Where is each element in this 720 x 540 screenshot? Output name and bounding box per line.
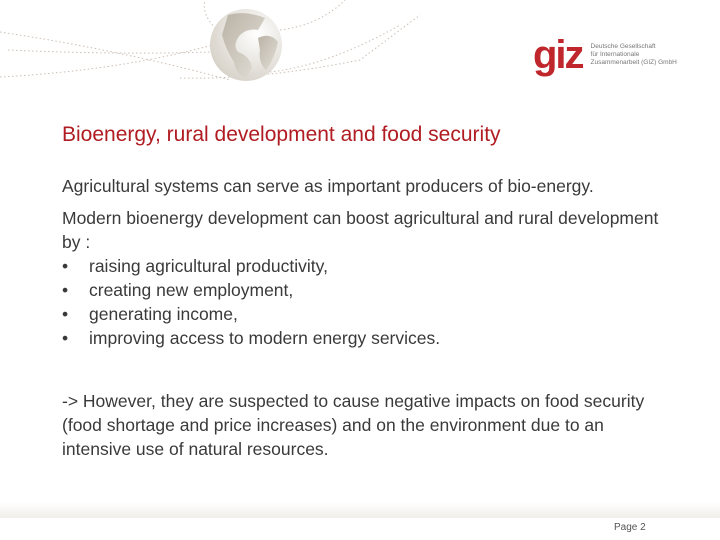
paragraph-intro: Agricultural systems can serve as import…	[62, 176, 594, 196]
giz-logo: giz Deutsche Gesellschaft für Internatio…	[533, 33, 677, 77]
bullet-icon: •	[62, 280, 69, 300]
list-item-text: generating income,	[89, 304, 238, 324]
bullet-list: • raising agricultural productivity, • cre…	[62, 254, 662, 350]
list-item-text: raising agricultural productivity,	[89, 256, 328, 276]
logo-text-line: für Internationale	[590, 51, 640, 58]
logo-text-line: Deutsche Gesellschaft	[590, 43, 656, 50]
bullet-icon: •	[62, 256, 69, 276]
page-number: Page 2	[614, 522, 646, 533]
footer-bar	[0, 502, 720, 518]
slide-title: Bioenergy, rural development and food se…	[62, 123, 501, 146]
logo-text-line: Zusammenarbeit (GIZ) GmbH	[590, 59, 677, 66]
bullet-icon: •	[62, 328, 69, 348]
list-item-text: improving access to modern energy servic…	[89, 328, 441, 348]
header-decoration	[0, 0, 421, 81]
list-item: • creating new employment,	[62, 278, 662, 302]
logo-text: Deutsche Gesellschaft für Internationale…	[591, 43, 677, 67]
list-item-text: creating new employment,	[89, 280, 294, 300]
paragraph-note: -> However, they are suspected to cause …	[62, 391, 645, 459]
list-item: • improving access to modern energy servi…	[62, 326, 662, 350]
logo-mark: giz	[533, 33, 585, 77]
globe-icon	[210, 9, 282, 81]
slide-body: Agricultural systems can serve as import…	[62, 174, 662, 469]
bullet-icon: •	[62, 304, 69, 324]
paragraph-development: Modern bioenergy development can boost a…	[62, 206, 662, 254]
list-item: • generating income,	[62, 302, 662, 326]
paragraph-development-text: Modern bioenergy development can boost a…	[62, 208, 659, 252]
list-item: • raising agricultural productivity,	[62, 254, 662, 278]
